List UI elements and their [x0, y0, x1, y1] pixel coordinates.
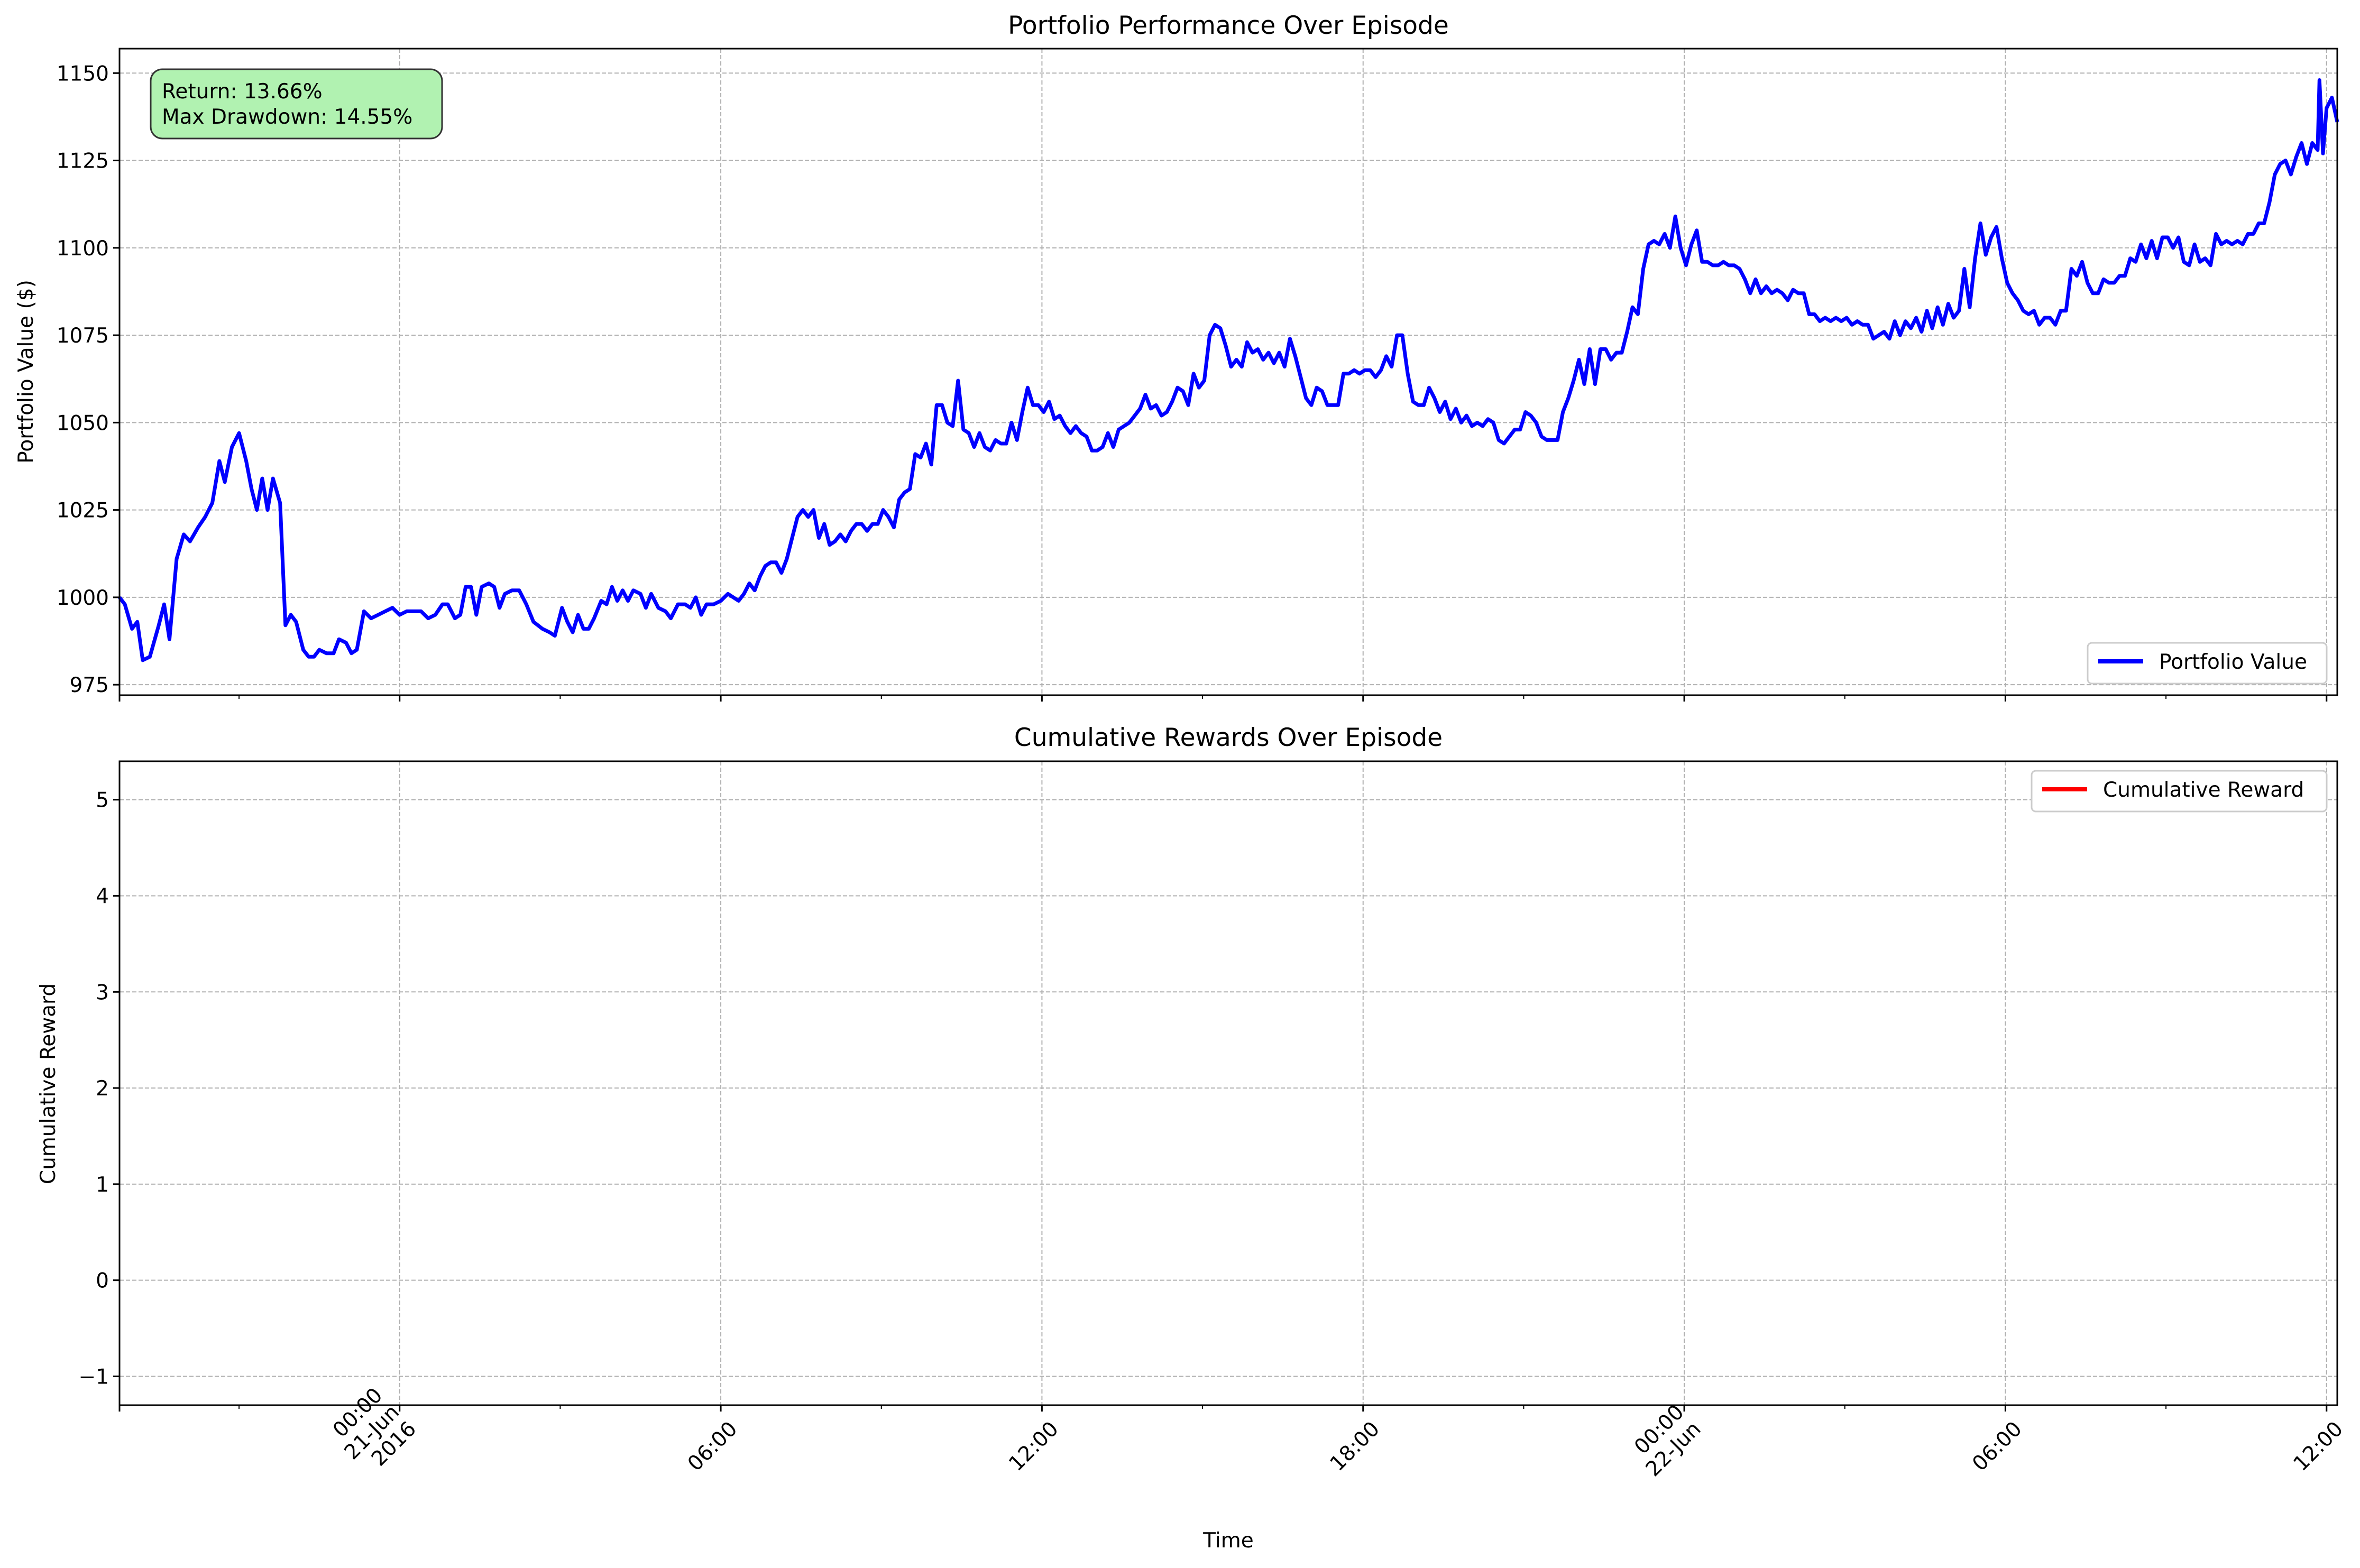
- rewards-x-tick-text: 06:00: [683, 1417, 742, 1475]
- portfolio-y-tick-label: 1100: [57, 237, 109, 261]
- portfolio-y-tick-label: 1025: [57, 499, 109, 523]
- rewards-x-tick-text: 06:00: [1968, 1417, 2026, 1475]
- rewards-y-tick-label: −1: [79, 1365, 109, 1389]
- rewards-y-tick-label: 3: [96, 981, 109, 1004]
- max-drawdown-label: Max Drawdown: 14.55%: [162, 105, 412, 129]
- portfolio-y-axis: 975 1000 1025 1050 1075 1100 1125 1150: [57, 62, 120, 697]
- rewards-x-tick-label: 06:00: [1968, 1417, 2026, 1475]
- portfolio-grid: [120, 49, 2337, 695]
- portfolio-legend-box: [2087, 642, 2328, 685]
- stats-annotation-box: [150, 68, 443, 140]
- rewards-legend-label: Cumulative Reward: [2103, 778, 2304, 802]
- return-label: Return: 13.66%: [162, 80, 323, 104]
- rewards-chart-title: Cumulative Rewards Over Episode: [1014, 723, 1443, 752]
- rewards-x-tick-label: 18:00: [1326, 1417, 1384, 1475]
- portfolio-y-tick-label: 1000: [57, 586, 109, 610]
- rewards-x-tick-text: 18:00: [1326, 1417, 1384, 1475]
- rewards-y-axis-label: Cumulative Reward: [36, 983, 60, 1184]
- rewards-legend: Cumulative Reward: [2031, 770, 2328, 813]
- portfolio-chart-title: Portfolio Performance Over Episode: [1008, 11, 1449, 40]
- rewards-chart: Cumulative Rewards Over Episode −1 0 1 2 3 4 5…: [36, 723, 2348, 1553]
- rewards-x-tick-label: 12:00: [1004, 1417, 1063, 1475]
- rewards-y-tick-label: 1: [96, 1173, 109, 1197]
- rewards-y-tick-label: 4: [96, 885, 109, 909]
- rewards-y-tick-label: 5: [96, 789, 109, 813]
- rewards-x-tick-text: 12:00: [1004, 1417, 1063, 1475]
- portfolio-y-tick-label: 1050: [57, 411, 109, 435]
- rewards-legend-box: [2031, 770, 2328, 813]
- rewards-axes-frame: [118, 760, 2338, 1406]
- stats-annotation: Return: 13.66% Max Drawdown: 14.55%: [150, 68, 443, 140]
- portfolio-y-axis-label: Portfolio Value ($): [14, 280, 38, 464]
- portfolio-y-tick-label: 1125: [57, 150, 109, 173]
- portfolio-x-axis: [118, 695, 2328, 702]
- rewards-y-axis: −1 0 1 2 3 4 5: [79, 789, 120, 1389]
- portfolio-legend-label: Portfolio Value: [2159, 650, 2307, 674]
- portfolio-legend: Portfolio Value: [2087, 642, 2328, 685]
- rewards-x-tick-label: 06:00: [683, 1417, 742, 1475]
- portfolio-y-tick-label: 975: [70, 674, 109, 697]
- rewards-x-tick-text: 12:00: [2289, 1417, 2348, 1475]
- rewards-y-tick-label: 0: [96, 1269, 109, 1293]
- rewards-y-tick-label: 2: [96, 1077, 109, 1101]
- portfolio-value-line: [118, 78, 2339, 662]
- portfolio-chart: Portfolio Performance Over Episode 975 10…: [14, 11, 2339, 702]
- portfolio-axes-frame: [118, 48, 2338, 696]
- portfolio-line: [118, 78, 2339, 662]
- rewards-x-tick-label: 12:00: [2289, 1417, 2348, 1475]
- portfolio-y-tick-label: 1150: [57, 62, 109, 86]
- rewards-grid: [120, 761, 2337, 1405]
- rewards-x-axis-label: Time: [1202, 1529, 1253, 1553]
- portfolio-y-tick-label: 1075: [57, 324, 109, 348]
